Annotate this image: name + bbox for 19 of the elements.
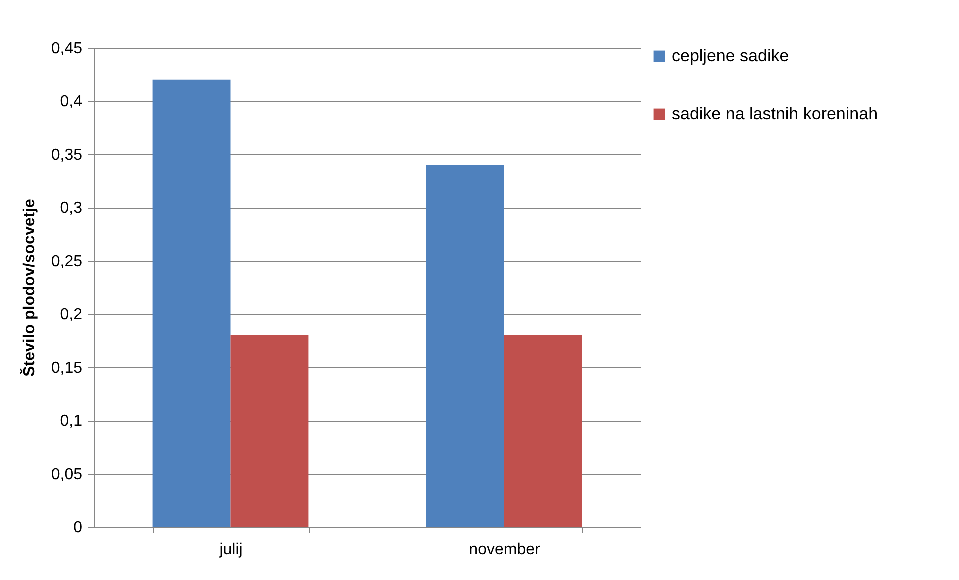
- y-tick-label: 0,2: [60, 306, 83, 324]
- y-tick-label: 0,1: [60, 413, 83, 430]
- bar: [152, 80, 231, 527]
- bar: [230, 335, 309, 527]
- x-tick-label: november: [469, 542, 541, 558]
- x-tick-label: julij: [218, 542, 243, 558]
- y-tick-label: 0,3: [60, 200, 83, 218]
- y-tick-label: 0,35: [51, 146, 83, 164]
- legend-label: cepljene sadike: [672, 46, 790, 66]
- bar: [504, 335, 582, 527]
- y-tick-label: 0,05: [51, 466, 83, 484]
- y-axis-title: Število plodov/socvetje: [19, 198, 38, 377]
- y-tick-label: 0,15: [51, 360, 83, 377]
- bar: [426, 165, 504, 527]
- legend-label: sadike na lastnih koreninah: [672, 104, 878, 124]
- y-tick-label: 0,25: [51, 253, 83, 270]
- y-tick-label: 0: [74, 520, 83, 536]
- y-tick-label: 0,45: [51, 40, 83, 58]
- y-tick-label: 0,4: [60, 94, 83, 111]
